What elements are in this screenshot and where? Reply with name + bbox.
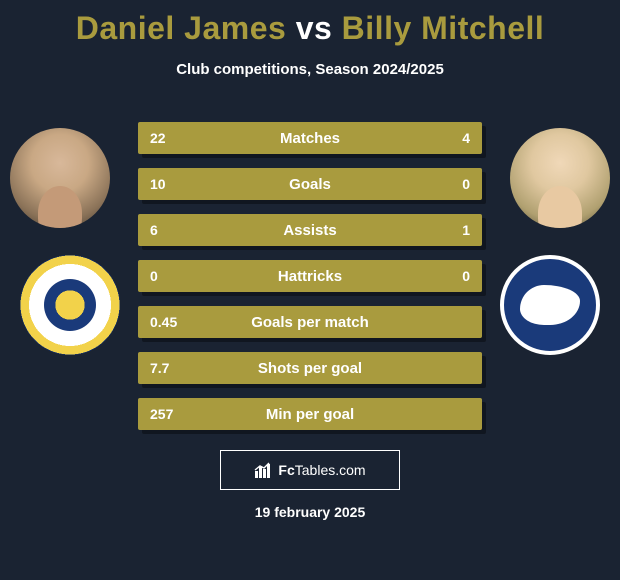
stat-left-value: 0.45 [138,306,189,338]
stats-table: 22 Matches 4 10 Goals 0 6 Assists 1 0 Ha… [138,122,482,430]
stat-label: Goals per match [251,314,369,331]
comparison-title: Daniel James vs Billy Mitchell [0,0,620,47]
stat-label: Shots per goal [258,360,362,377]
watermark-text: FcTables.com [278,462,365,478]
stat-left-value: 257 [138,398,185,430]
stat-row: 6 Assists 1 [138,214,482,246]
stat-label: Min per goal [266,406,354,423]
stat-right-value [458,352,482,384]
vs-text: vs [296,10,333,46]
subtitle: Club competitions, Season 2024/2025 [0,61,620,78]
stat-right-value [458,398,482,430]
player1-avatar [10,128,110,228]
stat-row: 7.7 Shots per goal [138,352,482,384]
stat-row: 0.45 Goals per match [138,306,482,338]
stat-left-value: 6 [138,214,170,246]
player2-club-crest [500,255,600,355]
stat-right-value: 4 [450,122,482,154]
stat-right-value: 1 [450,214,482,246]
stat-label: Goals [289,176,331,193]
stat-row: 257 Min per goal [138,398,482,430]
player2-name: Billy Mitchell [342,10,545,46]
stat-right-value [458,306,482,338]
stat-label: Matches [280,130,340,147]
stat-row: 22 Matches 4 [138,122,482,154]
bar-chart-icon [254,461,272,479]
date: 19 february 2025 [0,504,620,520]
stat-left-value: 0 [138,260,170,292]
stat-left-value: 10 [138,168,178,200]
player1-club-crest [20,255,120,355]
stat-row: 10 Goals 0 [138,168,482,200]
stat-label: Assists [283,222,336,239]
stat-right-value: 0 [450,168,482,200]
stat-row: 0 Hattricks 0 [138,260,482,292]
watermark-prefix: Fc [278,462,294,478]
watermark-suffix: Tables.com [295,462,366,478]
stat-left-value: 7.7 [138,352,181,384]
stat-label: Hattricks [278,268,342,285]
stat-left-value: 22 [138,122,178,154]
watermark: FcTables.com [220,450,400,490]
stat-right-value: 0 [450,260,482,292]
player2-avatar [510,128,610,228]
player1-name: Daniel James [76,10,287,46]
